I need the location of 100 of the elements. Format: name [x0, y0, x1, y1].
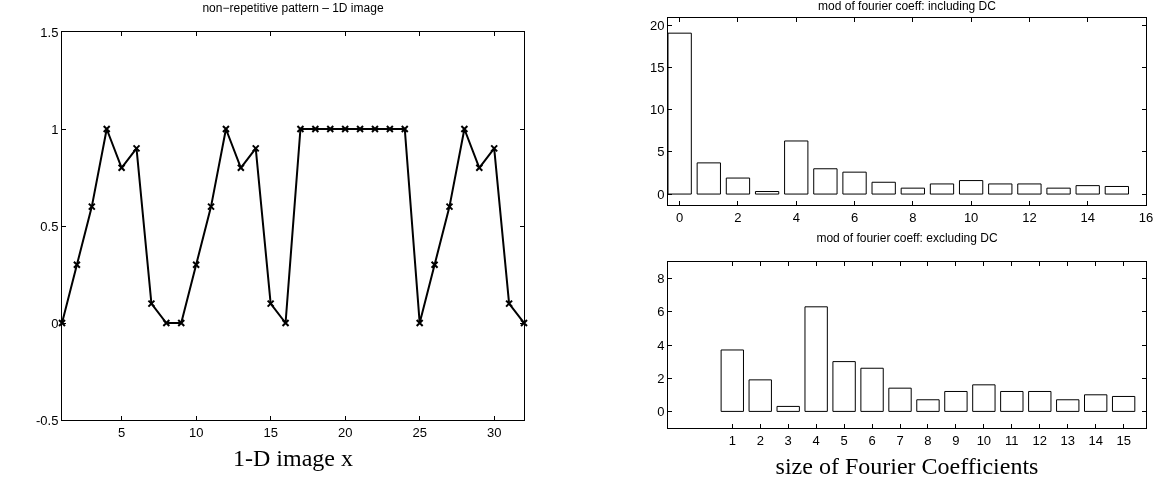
bar	[696, 162, 721, 195]
x-tick-label: 4	[792, 209, 800, 225]
bar	[1046, 187, 1071, 195]
point	[251, 144, 260, 153]
bar	[754, 191, 780, 195]
point	[341, 125, 350, 133]
x-axis-title: 1-D image x	[233, 444, 353, 471]
x-tick-label: 15	[263, 424, 278, 440]
bar	[1104, 185, 1130, 195]
point	[385, 125, 394, 133]
x-tick-label: 16	[1138, 209, 1154, 225]
bar	[832, 361, 856, 412]
y-tick-label: -0.5	[35, 412, 59, 428]
x-tick-label: 3	[784, 432, 792, 448]
x-tick-label: 9	[952, 432, 960, 448]
chart-title: mod of fourier coeff: excluding DC	[816, 231, 998, 246]
bar	[813, 168, 838, 195]
point	[177, 319, 186, 327]
x-tick-label: 30	[486, 424, 502, 440]
bar	[888, 387, 912, 412]
point	[162, 319, 171, 327]
y-tick-label: 0	[51, 315, 59, 331]
point	[266, 299, 275, 308]
bar	[929, 183, 955, 195]
x-tick-label: 15	[1116, 432, 1131, 448]
y-tick-label: 15	[649, 60, 665, 76]
x-tick-label: 7	[896, 432, 904, 448]
bar	[804, 306, 828, 412]
y-tick-label: 1.5	[40, 24, 59, 40]
x-tick-label: 8	[924, 432, 932, 448]
point	[236, 163, 245, 172]
point	[311, 125, 320, 133]
y-tick-label: 0.5	[40, 218, 59, 234]
x-tick-label: 25	[412, 424, 427, 440]
bar	[988, 183, 1013, 195]
point	[400, 125, 409, 133]
x-tick-label: 2	[756, 432, 764, 448]
x-tick-label: 5	[117, 424, 126, 440]
x-tick-label: 13	[1060, 432, 1075, 448]
point	[356, 125, 365, 133]
bar	[916, 399, 940, 412]
bar	[842, 171, 867, 195]
x-tick-label: 14	[1088, 432, 1103, 448]
point	[460, 125, 469, 133]
x-tick-label: 10	[976, 432, 992, 448]
x-tick-label: 2	[734, 209, 742, 225]
bar	[1111, 395, 1136, 412]
y-tick-label: 4	[657, 337, 665, 353]
y-tick-label: 6	[657, 304, 665, 320]
bar	[720, 349, 744, 412]
point	[221, 125, 230, 133]
bar	[900, 187, 925, 195]
point	[102, 125, 111, 133]
bar	[860, 367, 884, 412]
bar	[748, 379, 772, 412]
y-tick-label: 5	[657, 144, 665, 160]
x-tick-label: 6	[868, 432, 876, 448]
x-tick-label: 10	[963, 209, 979, 225]
point	[192, 260, 201, 269]
bar	[776, 405, 800, 412]
bar	[944, 390, 968, 412]
point	[87, 202, 96, 211]
chart-title: mod of fourier coeff: including DC	[818, 0, 997, 14]
y-tick-label: 0	[657, 403, 665, 419]
bar	[958, 180, 984, 195]
point	[72, 260, 81, 269]
x-tick-label: 12	[1022, 209, 1037, 225]
point	[445, 202, 454, 211]
point	[117, 163, 126, 172]
bar	[871, 181, 896, 195]
x-axis-title: size of Fourier Coefficients	[775, 452, 1039, 479]
x-tick-label: 8	[909, 209, 917, 225]
bar	[972, 384, 996, 412]
point	[415, 319, 424, 327]
point	[326, 125, 335, 133]
y-tick-label: 2	[657, 370, 665, 386]
x-tick-label: 12	[1032, 432, 1048, 448]
x-tick-label: 14	[1080, 209, 1095, 225]
point	[147, 299, 156, 308]
y-tick-label: 20	[649, 18, 665, 34]
bar	[1028, 390, 1052, 412]
bar	[725, 177, 751, 195]
bar	[1056, 399, 1080, 412]
point	[132, 144, 141, 153]
chart-title: non−repetitive pattern – 1D image	[202, 1, 384, 16]
bar	[1000, 390, 1024, 412]
x-tick-label: 6	[850, 209, 859, 225]
bar	[1017, 183, 1042, 195]
x-tick-label: 20	[337, 424, 353, 440]
bar	[1084, 394, 1108, 412]
x-tick-label: 11	[1005, 432, 1019, 448]
x-tick-label: 10	[188, 424, 204, 440]
x-tick-label: 1	[728, 432, 736, 448]
y-tick-label: 0	[657, 186, 665, 202]
y-tick-label: 10	[649, 102, 665, 118]
y-tick-label: 8	[657, 271, 665, 287]
x-tick-label: 0	[676, 209, 684, 225]
point	[370, 125, 379, 133]
x-tick-label: 5	[840, 432, 848, 448]
point	[430, 260, 439, 269]
